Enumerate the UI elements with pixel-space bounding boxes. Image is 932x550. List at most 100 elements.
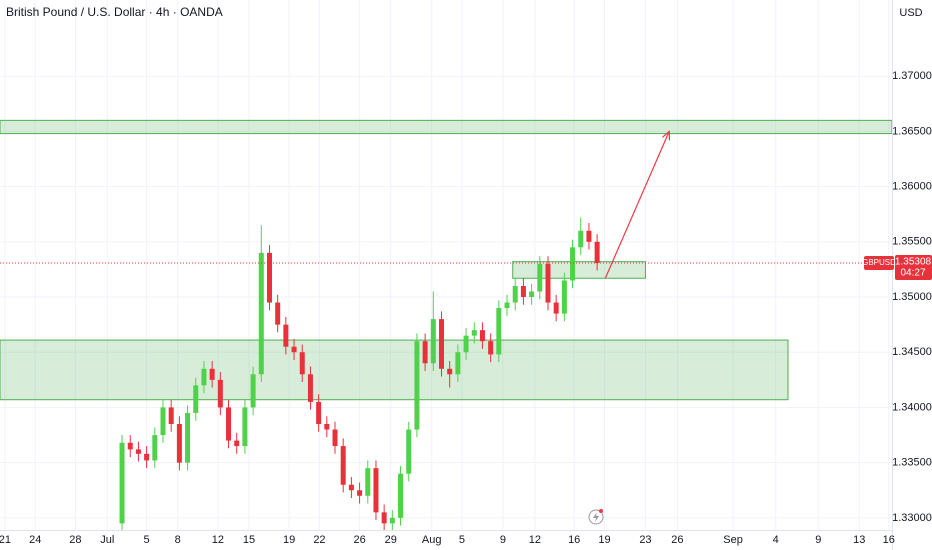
x-tick-label: 19 bbox=[598, 534, 610, 546]
y-tick-label: 1.34500 bbox=[892, 346, 932, 358]
candle-body bbox=[553, 302, 559, 314]
candle-body bbox=[398, 473, 404, 518]
x-tick-label: 22 bbox=[313, 534, 325, 546]
candle-body bbox=[414, 341, 420, 430]
candle-body bbox=[119, 442, 125, 524]
x-tick-label: 8 bbox=[175, 534, 181, 546]
x-tick-label: Sep bbox=[723, 534, 743, 546]
y-tick-label: 1.34000 bbox=[892, 401, 932, 413]
x-tick-label: 28 bbox=[69, 534, 81, 546]
y-tick-label: 1.33500 bbox=[892, 457, 932, 469]
candle-body bbox=[578, 230, 584, 248]
candle-body bbox=[127, 442, 133, 450]
zone bbox=[0, 339, 789, 401]
candle-body bbox=[365, 468, 371, 496]
axis-unit: USD bbox=[899, 7, 922, 19]
candle-body bbox=[193, 385, 199, 413]
candle-body bbox=[357, 490, 363, 496]
candle-body bbox=[299, 352, 305, 375]
x-tick-label: 16 bbox=[883, 534, 895, 546]
y-tick-label: 1.35500 bbox=[892, 236, 932, 248]
candle-body bbox=[537, 263, 543, 292]
overlay bbox=[0, 130, 892, 279]
candles bbox=[119, 217, 600, 532]
candle-body bbox=[291, 346, 297, 353]
candle-body bbox=[226, 407, 232, 441]
candle-body bbox=[406, 429, 412, 474]
candle-body bbox=[348, 484, 354, 491]
candle-body bbox=[283, 324, 289, 347]
candle-body bbox=[275, 302, 281, 325]
forecast-arrow bbox=[604, 131, 670, 279]
candle-body bbox=[447, 368, 453, 375]
candle-body bbox=[250, 374, 256, 408]
x-tick-label: 12 bbox=[212, 534, 224, 546]
candle-body bbox=[160, 407, 166, 436]
candle-body bbox=[586, 230, 592, 242]
x-tick-label: 19 bbox=[283, 534, 295, 546]
candle-body bbox=[201, 368, 207, 386]
x-tick-label: 4 bbox=[773, 534, 779, 546]
candle-body bbox=[266, 252, 272, 303]
zone bbox=[512, 261, 646, 279]
x-tick-label: 16 bbox=[568, 534, 580, 546]
arrow-head bbox=[662, 130, 671, 141]
candle-body bbox=[496, 308, 502, 355]
axis-labels: 1.33000 1.33500 1.34000 1.34500 1.35000 1.355… bbox=[0, 70, 932, 546]
x-tick-label: 29 bbox=[385, 534, 397, 546]
last-price-label: 1.35308 bbox=[895, 257, 932, 268]
candle-body bbox=[242, 407, 248, 447]
chart-title: British Pound / U.S. Dollar · 4h · OANDA bbox=[6, 5, 223, 19]
candle-body bbox=[168, 407, 174, 424]
candle-body bbox=[545, 263, 551, 303]
candle-body bbox=[455, 352, 461, 375]
candle-body bbox=[422, 341, 428, 364]
symbol-label: GBPUSD bbox=[862, 258, 896, 267]
y-tick-label: 1.35000 bbox=[892, 291, 932, 303]
x-tick-label: 26 bbox=[353, 534, 365, 546]
candle-body bbox=[512, 285, 518, 303]
candle-body bbox=[488, 341, 494, 355]
symbol-badge bbox=[864, 256, 894, 271]
candle-body bbox=[332, 429, 338, 447]
candle-body bbox=[340, 446, 346, 485]
x-tick-label: 13 bbox=[853, 534, 865, 546]
y-tick-label: 1.33000 bbox=[892, 512, 932, 524]
candle-body bbox=[152, 435, 158, 461]
candle-body bbox=[594, 241, 600, 264]
price-badge bbox=[895, 255, 932, 281]
candle-body bbox=[463, 335, 469, 353]
x-tick-label: 26 bbox=[671, 534, 683, 546]
candle-body bbox=[389, 517, 395, 524]
candle-body bbox=[217, 379, 223, 408]
candle-body bbox=[307, 374, 313, 402]
candle-body bbox=[209, 368, 215, 380]
x-tick-label: 9 bbox=[500, 534, 506, 546]
grid bbox=[0, 0, 892, 530]
x-tick-label: 24 bbox=[29, 534, 41, 546]
x-tick-label: 9 bbox=[815, 534, 821, 546]
candle-body bbox=[561, 280, 567, 314]
y-tick-label: 1.36500 bbox=[892, 125, 932, 137]
x-tick-label: 5 bbox=[459, 534, 465, 546]
candle-body bbox=[258, 252, 264, 375]
x-tick-label: 5 bbox=[144, 534, 150, 546]
candle-body bbox=[234, 440, 240, 447]
candle-body bbox=[373, 468, 379, 513]
candle-body bbox=[430, 319, 436, 364]
x-tick-label: 12 bbox=[529, 534, 541, 546]
x-tick-label: 15 bbox=[243, 534, 255, 546]
candle-body bbox=[438, 319, 444, 369]
candle-body bbox=[381, 512, 387, 524]
candle-body bbox=[504, 302, 510, 309]
countdown-label: 04:27 bbox=[900, 268, 925, 279]
candle-body bbox=[324, 424, 330, 430]
candle-body bbox=[570, 247, 576, 281]
candle-body bbox=[520, 285, 526, 298]
x-tick-label: Jul bbox=[100, 534, 114, 546]
replay-icon[interactable] bbox=[588, 509, 604, 525]
candle-body bbox=[176, 424, 182, 463]
